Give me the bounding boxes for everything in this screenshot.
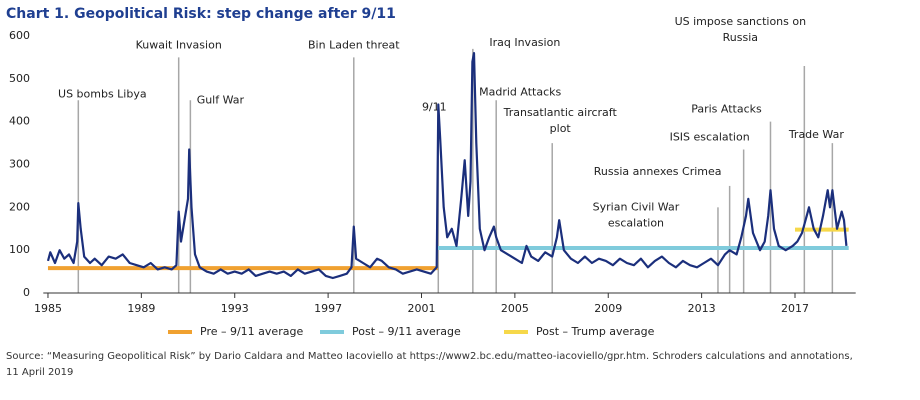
x-tick-label: 2001 <box>407 302 435 315</box>
event-label: US bombs Libya <box>58 87 147 100</box>
event-label: Transatlantic aircraft <box>503 106 618 119</box>
source-line: 11 April 2019 <box>6 367 73 378</box>
event-label: Russia <box>723 31 758 44</box>
event-label: US impose sanctions on <box>675 15 807 28</box>
event-label: Trade War <box>788 128 845 141</box>
x-tick-label: 2009 <box>594 302 622 315</box>
event-label: Syrian Civil War <box>593 200 680 213</box>
x-tick-label: 1989 <box>127 302 155 315</box>
y-tick-label: 200 <box>9 200 30 213</box>
event-label: 9/11 <box>422 101 447 114</box>
y-tick-label: 0 <box>23 286 30 299</box>
y-tick-label: 300 <box>9 158 30 171</box>
legend-label: Post – 9/11 average <box>352 325 461 338</box>
x-tick-label: 2005 <box>501 302 529 315</box>
event-label: Kuwait Invasion <box>136 38 222 51</box>
y-tick-label: 400 <box>9 115 30 128</box>
x-tick-label: 2013 <box>688 302 716 315</box>
event-label: Bin Laden threat <box>308 38 400 51</box>
event-label: escalation <box>608 216 664 229</box>
x-tick-label: 1997 <box>314 302 342 315</box>
x-tick-label: 2017 <box>781 302 809 315</box>
event-label: plot <box>550 122 572 135</box>
y-tick-label: 500 <box>9 72 30 85</box>
chart-title: Chart 1. Geopolitical Risk: step change … <box>6 6 396 22</box>
y-tick-label: 600 <box>9 29 30 42</box>
event-label: Iraq Invasion <box>489 36 560 49</box>
event-label: ISIS escalation <box>670 131 750 144</box>
event-label: Madrid Attacks <box>479 85 561 98</box>
source-line: Source: “Measuring Geopolitical Risk” by… <box>6 351 853 362</box>
legend-label: Post – Trump average <box>536 325 655 338</box>
event-label: Paris Attacks <box>691 103 762 116</box>
event-label: Russia annexes Crimea <box>594 165 722 178</box>
legend-label: Pre – 9/11 average <box>200 325 303 338</box>
x-tick-label: 1985 <box>34 302 62 315</box>
x-tick-label: 1993 <box>221 302 249 315</box>
event-label: Gulf War <box>197 93 245 106</box>
series-line <box>46 52 848 280</box>
y-tick-label: 100 <box>9 243 30 256</box>
